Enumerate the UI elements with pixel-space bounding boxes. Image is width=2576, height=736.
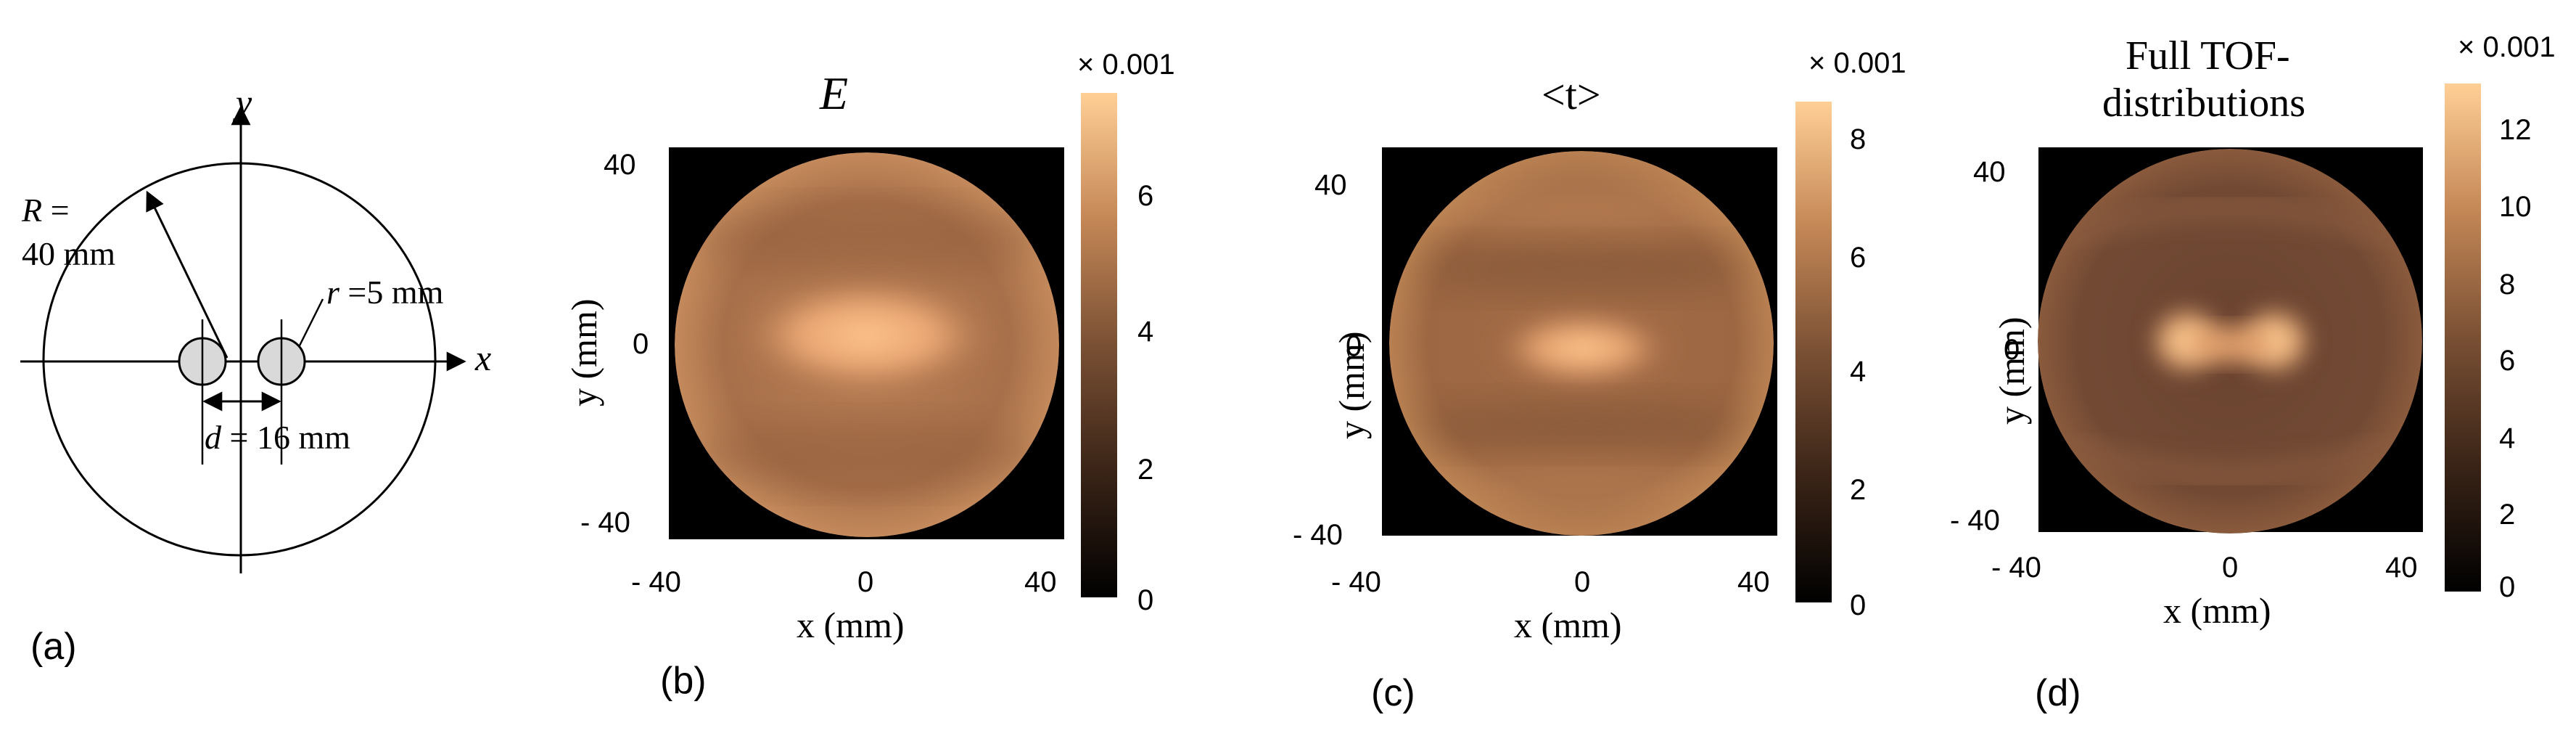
panel-d-hotspot-left <box>2144 301 2231 381</box>
panel-d-cbar-tick: 0 <box>2499 571 2515 603</box>
panel-d-cbar-tick: 2 <box>2499 499 2515 531</box>
axis-x-label: x <box>474 338 491 378</box>
distance-symbol: d <box>205 419 222 456</box>
panel-d-xtick: 0 <box>2222 552 2238 584</box>
radius-equals: = <box>42 192 69 229</box>
panel-d-xtick: 40 <box>2385 552 2418 584</box>
panel-b-title: E <box>819 68 848 119</box>
panel-c-cbar-tick: 0 <box>1850 589 1866 621</box>
panel-b-ylabel: y (mm) <box>564 298 604 406</box>
panel-b-colorbar <box>1081 93 1117 597</box>
panel-d-ytick: - 40 <box>1950 504 2000 536</box>
panel-d-cbar-tick: 8 <box>2499 269 2515 300</box>
panel-b-yticks: 40 0 - 40 <box>580 149 649 539</box>
panel-b-xlabel-text: x (mm) <box>797 605 905 645</box>
panel-c-title: <t> <box>1542 71 1601 118</box>
panel-c-ytick: 0 <box>1346 330 1362 362</box>
panel-d-cbar-tick: 12 <box>2499 114 2532 146</box>
panel-b-xtick: 40 <box>1024 566 1057 598</box>
small-radius-label: r =5 mm <box>326 274 444 311</box>
panel-c: <t> 40 0 - 40 - 40 0 40 x (mm) y (mm) × … <box>1293 47 1906 714</box>
panel-c-xtick: 0 <box>1574 566 1590 598</box>
small-radius-symbol: r <box>326 274 340 311</box>
panel-b-cbar-tick: 0 <box>1137 584 1153 616</box>
panel-d-xticks: - 40 0 40 <box>1991 552 2418 584</box>
panel-d-xtick: - 40 <box>1991 552 2041 584</box>
distance-label: d = 16 mm <box>205 419 350 456</box>
panel-c-dark-band-bottom <box>1415 398 1748 451</box>
panel-b-cbar-tick: 6 <box>1137 180 1153 212</box>
panel-c-ytick: - 40 <box>1293 519 1343 551</box>
phantom-outline <box>42 162 437 557</box>
panel-b-hotspot <box>740 279 994 392</box>
panel-d-xlabel: x (mm) <box>2163 590 2271 631</box>
panel-d-cbar-tick: 10 <box>2499 191 2532 223</box>
panel-c-xticks: - 40 0 40 <box>1331 566 1770 598</box>
panel-d-colorbar <box>2445 83 2481 592</box>
panel-d-yticks: 40 0 - 40 <box>1950 156 2020 536</box>
axis-y-label: y <box>232 82 252 123</box>
panel-b-scale-note: × 0.001 <box>1077 49 1175 81</box>
panel-a-schematic: y x R = 40 mm r =5 mm d = 16 mm (a) <box>20 82 491 668</box>
panel-c-cbar-tick: 2 <box>1850 474 1866 506</box>
panel-c-cbar-tick: 8 <box>1850 123 1866 155</box>
panel-b-xticks: - 40 0 40 <box>631 566 1057 598</box>
panel-d-cbar-tick: 4 <box>2499 422 2515 454</box>
radius-label: R = <box>21 192 70 229</box>
panel-label-c: (c) <box>1371 672 1415 714</box>
panel-b-ytick: - 40 <box>580 507 630 539</box>
panel-b-cbar-tick: 4 <box>1137 316 1153 348</box>
panel-c-ytick: 40 <box>1314 169 1347 201</box>
radius-symbol: R <box>21 192 42 229</box>
panel-b-cbar-ticks: 6 4 2 0 <box>1137 180 1153 616</box>
panel-d-hotspot-right <box>2231 301 2318 381</box>
panel-label-a: (a) <box>30 626 77 668</box>
panel-c-cbar-tick: 6 <box>1850 242 1866 274</box>
panel-d-arc-top <box>2054 192 2407 253</box>
panel-c-cbar-ticks: 8 6 4 2 0 <box>1850 123 1866 621</box>
panel-label-d: (d) <box>2035 672 2081 714</box>
panel-b-xlabel: x (mm) <box>797 605 905 645</box>
panel-d: Full TOF- distributions 40 0 - 40 - 40 0… <box>1950 31 2556 714</box>
distance-value: = 16 mm <box>221 419 350 456</box>
panel-b-dark-band-top <box>693 207 1041 272</box>
panel-c-cbar-tick: 4 <box>1850 356 1866 388</box>
panel-d-ylabel: y (mm) <box>1991 316 2032 425</box>
panel-b-xtick: 0 <box>857 566 873 598</box>
panel-d-ytick: 0 <box>2004 334 2020 366</box>
panel-d-ytick: 40 <box>1973 156 2006 188</box>
small-radius-value: =5 mm <box>340 274 444 311</box>
panel-d-cbar-tick: 6 <box>2499 345 2515 377</box>
panel-c-xlabel: x (mm) <box>1514 605 1622 645</box>
panel-d-title-line2: distributions <box>2102 81 2305 126</box>
panel-b-dark-band-bottom <box>693 421 1041 486</box>
panel-d-cbar-ticks: 12 10 8 6 4 2 0 <box>2499 114 2532 603</box>
panel-b-cbar-tick: 2 <box>1137 454 1153 486</box>
panel-b-ytick: 40 <box>604 149 636 181</box>
panel-d-arc-bottom <box>2054 429 2407 490</box>
panel-c-ylabel: y (mm) <box>1331 331 1372 439</box>
panel-c-dark-band-top <box>1415 242 1748 295</box>
panel-c-light-band-bottom <box>1415 461 1748 519</box>
panel-c-yticks: 40 0 - 40 <box>1293 169 1362 551</box>
panel-d-scale-note: × 0.001 <box>2458 31 2556 63</box>
panel-c-xtick: 40 <box>1737 566 1770 598</box>
panel-label-b: (b) <box>660 660 707 702</box>
r-leader-line <box>297 298 324 348</box>
panel-c-xtick: - 40 <box>1331 566 1381 598</box>
radius-value: 40 mm <box>22 235 115 272</box>
panel-d-title-line1: Full TOF- <box>2126 33 2290 78</box>
panel-c-scale-note: × 0.001 <box>1808 47 1906 79</box>
panel-c-hotspot <box>1489 308 1677 388</box>
panel-c-light-band-top <box>1415 178 1748 236</box>
panel-b-ytick: 0 <box>633 328 649 360</box>
radius-arrow <box>146 190 229 359</box>
panel-b: E 40 0 - 40 - 40 0 40 x (mm) y (mm) × 0.… <box>564 49 1175 702</box>
panel-c-colorbar <box>1795 102 1832 602</box>
panel-b-xtick: - 40 <box>631 566 681 598</box>
panel-d-hotspot-bridge <box>2191 327 2271 363</box>
